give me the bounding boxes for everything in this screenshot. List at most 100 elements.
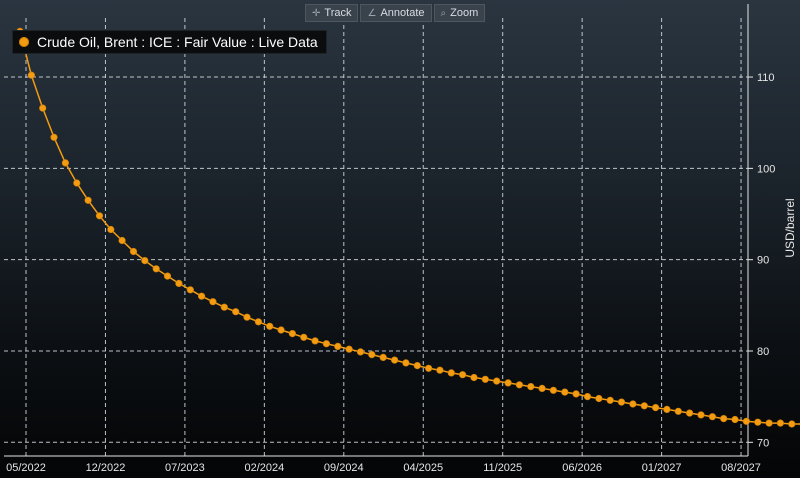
data-point	[538, 384, 546, 393]
data-point	[95, 212, 104, 220]
data-point	[84, 196, 92, 204]
data-point	[776, 419, 785, 427]
data-point	[73, 179, 81, 187]
axis-layer: 05/2022 12/2022 07/2023 02/2024 09/2024 04/20…	[4, 4, 775, 474]
data-point	[742, 417, 751, 425]
data-point	[311, 337, 319, 345]
data-point	[129, 247, 138, 256]
data-point	[118, 236, 126, 245]
data-point	[322, 340, 331, 348]
data-point	[368, 351, 376, 359]
data-point	[606, 396, 614, 404]
data-point	[447, 369, 455, 377]
data-point	[243, 313, 251, 321]
y-axis-label: USD/barrel	[783, 198, 797, 258]
data-point	[493, 377, 501, 385]
y-tick-label: 70	[757, 437, 769, 449]
y-tick-label: 90	[757, 255, 769, 267]
data-point	[152, 265, 160, 273]
data-point	[617, 398, 626, 406]
data-point	[288, 330, 297, 338]
data-point	[595, 394, 603, 403]
data-point	[788, 420, 796, 428]
data-point	[731, 415, 739, 424]
grid-layer	[4, 18, 748, 456]
annotate-button[interactable]: ∠ Annotate	[360, 4, 432, 22]
data-point	[561, 388, 569, 396]
crosshair-icon: ✛	[312, 7, 321, 19]
data-point	[345, 345, 353, 353]
series-marker-icon	[19, 37, 29, 47]
data-point	[436, 366, 444, 374]
data-point	[754, 418, 762, 426]
x-tick-label: 12/2022	[86, 462, 126, 474]
x-tick-label: 01/2027	[642, 462, 682, 474]
data-point	[720, 415, 728, 423]
data-point	[50, 133, 58, 141]
data-point	[425, 364, 433, 372]
data-point	[413, 362, 421, 370]
data-point	[39, 104, 47, 112]
data-point	[356, 348, 365, 356]
data-point	[583, 393, 592, 401]
data-point	[186, 286, 194, 294]
data-point	[334, 342, 342, 351]
data-point	[61, 159, 70, 167]
data-point	[459, 371, 467, 379]
data-point	[651, 404, 660, 412]
data-point	[685, 409, 694, 417]
data-point	[300, 333, 308, 341]
data-point	[765, 419, 773, 427]
data-point	[254, 318, 262, 326]
y-tick-label: 80	[757, 346, 769, 358]
series-layer	[16, 27, 800, 428]
data-point	[232, 308, 240, 316]
x-tick-label: 05/2022	[6, 462, 46, 474]
data-point	[629, 400, 637, 408]
data-point	[674, 407, 682, 415]
data-point	[640, 402, 648, 410]
zoom-label: Zoom	[450, 7, 479, 19]
data-point	[527, 383, 535, 391]
legend-series-name: Crude Oil, Brent : ICE : Fair Value : Li…	[37, 34, 318, 50]
data-point	[663, 405, 671, 414]
pencil-icon: ∠	[367, 7, 377, 19]
data-point	[515, 381, 524, 389]
data-point	[391, 356, 399, 364]
x-tick-label: 08/2027	[721, 462, 761, 474]
chart-toolbar: ✛ Track ∠ Annotate ⌕ Zoom	[305, 4, 486, 22]
x-tick-label: 11/2025	[483, 462, 522, 474]
y-tick-label: 100	[757, 163, 775, 175]
data-point	[481, 375, 489, 383]
x-tick-label: 02/2024	[244, 462, 284, 474]
annotate-label: Annotate	[380, 7, 425, 19]
data-point	[198, 292, 206, 300]
x-tick-label: 06/2026	[562, 462, 602, 474]
track-label: Track	[324, 7, 352, 19]
data-point	[504, 379, 512, 387]
data-point	[277, 326, 285, 334]
data-point	[572, 390, 580, 398]
zoom-button[interactable]: ⌕ Zoom	[433, 4, 486, 22]
data-point	[708, 413, 717, 421]
data-point	[107, 225, 115, 234]
magnifier-icon: ⌕	[440, 7, 447, 19]
data-point	[697, 411, 705, 419]
data-point	[266, 322, 274, 330]
x-tick-label: 07/2023	[165, 462, 205, 474]
series-line	[19, 31, 800, 425]
data-point	[209, 298, 217, 306]
data-point	[379, 353, 387, 362]
data-point	[27, 71, 36, 79]
data-point	[141, 257, 149, 265]
chart-legend[interactable]: Crude Oil, Brent : ICE : Fair Value : Li…	[12, 30, 327, 54]
track-button[interactable]: ✛ Track	[305, 4, 359, 22]
data-point	[549, 386, 558, 394]
x-tick-label: 04/2025	[403, 462, 443, 474]
x-tick-label: 09/2024	[324, 462, 364, 474]
data-point	[175, 279, 183, 288]
data-point	[220, 303, 228, 311]
data-point	[163, 272, 172, 280]
